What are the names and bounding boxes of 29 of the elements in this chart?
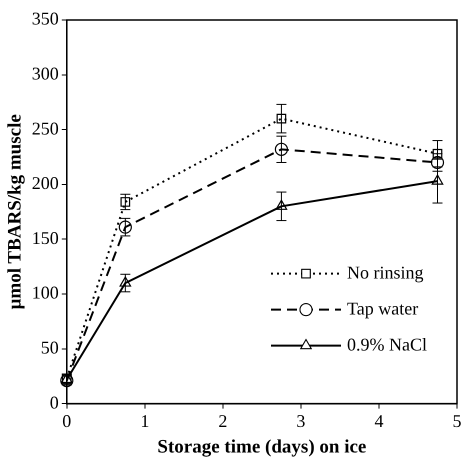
point (432, 148, 442, 159)
x-tick-label: 0 (62, 411, 72, 432)
point (120, 197, 130, 207)
x-tick-label: 2 (218, 411, 228, 432)
y-tick-label: 250 (32, 118, 59, 138)
y-axis-title: μmol TBARS/kg muscle (4, 114, 26, 310)
point (276, 114, 286, 124)
x-tick-label: 5 (452, 411, 462, 432)
x-tick-label: 3 (296, 411, 306, 432)
point (60, 374, 74, 388)
point (118, 220, 132, 234)
point (120, 276, 132, 287)
y-tick-label: 50 (40, 338, 59, 358)
x-axis-title: Storage time (days) on ice (157, 436, 366, 458)
legend-label: No rinsing (347, 262, 424, 282)
y-tick-label: 0 (50, 392, 59, 412)
point (274, 142, 288, 156)
point (432, 174, 444, 185)
y-tick-label: 300 (32, 64, 59, 84)
point (430, 156, 444, 170)
x-tick-label: 1 (140, 411, 150, 432)
x-tick-label: 4 (374, 411, 384, 432)
y-tick-label: 100 (32, 282, 59, 303)
legend-label: Tap water (347, 298, 418, 318)
y-tick-label: 350 (32, 8, 59, 29)
y-tick-label: 150 (32, 228, 59, 248)
y-tick-label: 200 (32, 173, 59, 194)
point (276, 200, 288, 210)
legend-label: 0.9% NaCl (347, 334, 427, 354)
